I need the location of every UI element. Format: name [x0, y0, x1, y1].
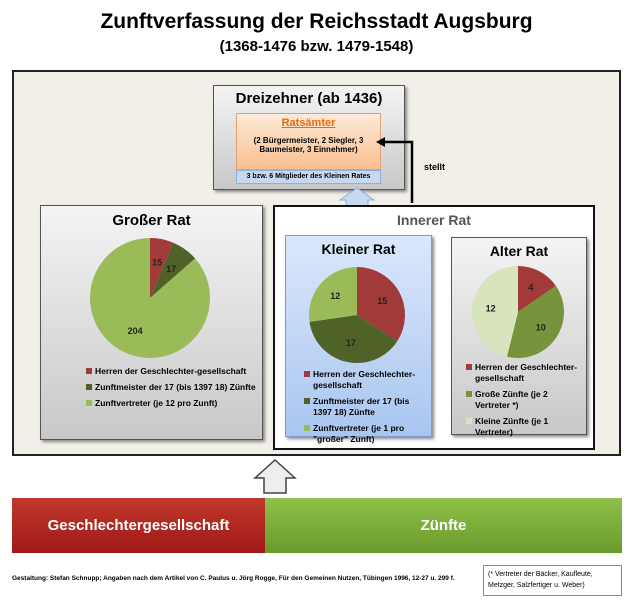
- pie-data-label: 17: [166, 264, 176, 274]
- stellt-arrow: [383, 140, 414, 203]
- subtitle: (1368-1476 bzw. 1479-1548): [219, 38, 414, 55]
- grosser-rat-title: Großer Rat: [112, 212, 191, 229]
- legend-item: Zunftmeister der 17 (bis 1397 18) Zünfte: [304, 396, 429, 418]
- zuenfte-bar: Zünfte: [265, 498, 622, 553]
- big-up-arrow-icon: [253, 458, 297, 494]
- legend-item: Herren der Geschlechter-gesellschaft: [466, 362, 584, 384]
- pie-data-label: 12: [486, 304, 496, 314]
- pie-slice: [471, 266, 518, 357]
- legend-item: Zunftvertreter (je 1 pro "großer" Zunft): [304, 423, 429, 445]
- pie-data-label: 15: [152, 258, 162, 268]
- arrowhead: [376, 137, 385, 147]
- pie-data-label: 17: [346, 338, 356, 348]
- dreizehner-title: Dreizehner (ab 1436): [235, 90, 383, 107]
- pie-data-label: 15: [377, 296, 387, 306]
- ratsaemter-title: Ratsämter: [281, 117, 336, 129]
- pie-data-label: 204: [128, 326, 143, 336]
- footnote-box: (* Vertreter der Bäcker, Kaufleute, Metz…: [483, 565, 622, 596]
- legend: Herren der Geschlechter-gesellschaft Zun…: [304, 369, 429, 450]
- legend-item: Herren der Geschlechter-gesellschaft: [86, 366, 256, 377]
- legend-item: Herren der Geschlechter-gesellschaft: [304, 369, 429, 391]
- pie-data-label: 10: [536, 323, 546, 333]
- legend: Herren der Geschlechter-gesellschaft Gro…: [466, 362, 584, 443]
- footer-credits: Gestaltung: Stefan Schnupp; Angaben nach…: [12, 575, 455, 582]
- pie-slice: [150, 238, 174, 298]
- kleiner-rat-title: Kleiner Rat: [321, 241, 396, 257]
- pie-slice: [309, 267, 357, 322]
- ratsaemter-box: Ratsämter (2 Bürgermeister, 2 Siegler, 3…: [236, 113, 381, 170]
- legend-item: Kleine Zünfte (je 1 Vertreter): [466, 416, 584, 438]
- stellt-label: stellt: [424, 162, 446, 172]
- pie-slice: [90, 238, 211, 358]
- pie-slice: [309, 315, 398, 363]
- ratsaemter-detail: (2 Bürgermeister, 2 Siegler, 3 Baumeiste…: [253, 136, 364, 154]
- kleiner-rat-members: 3 bzw. 6 Mitglieder des Kleinen Rates: [236, 170, 381, 184]
- legend-item: Zunftvertreter (je 12 pro Zunft): [86, 398, 256, 409]
- pie-slice: [518, 266, 556, 312]
- legend-item: Große Zünfte (je 2 Vertreter *): [466, 389, 584, 411]
- pie-slice: [357, 267, 406, 341]
- pie-slice: [506, 285, 564, 359]
- geschlechtergesellschaft-bar: Geschlechtergesellschaft: [12, 498, 265, 553]
- legend-item: Zunftmeister der 17 (bis 1397 18) Zünfte: [86, 382, 256, 393]
- title: Zunftverfassung der Reichsstadt Augsburg: [100, 10, 533, 33]
- alter-rat-title: Alter Rat: [489, 243, 549, 259]
- legend: Herren der Geschlechter-gesellschaft Zun…: [86, 366, 256, 414]
- dreizehner-box: Dreizehner (ab 1436) Ratsämter (2 Bürger…: [213, 85, 405, 190]
- innerer-rat-title: Innerer Rat: [397, 212, 471, 228]
- pie-data-label: 12: [330, 291, 340, 301]
- pie-data-label: 4: [528, 283, 533, 293]
- pie-slice: [150, 242, 196, 298]
